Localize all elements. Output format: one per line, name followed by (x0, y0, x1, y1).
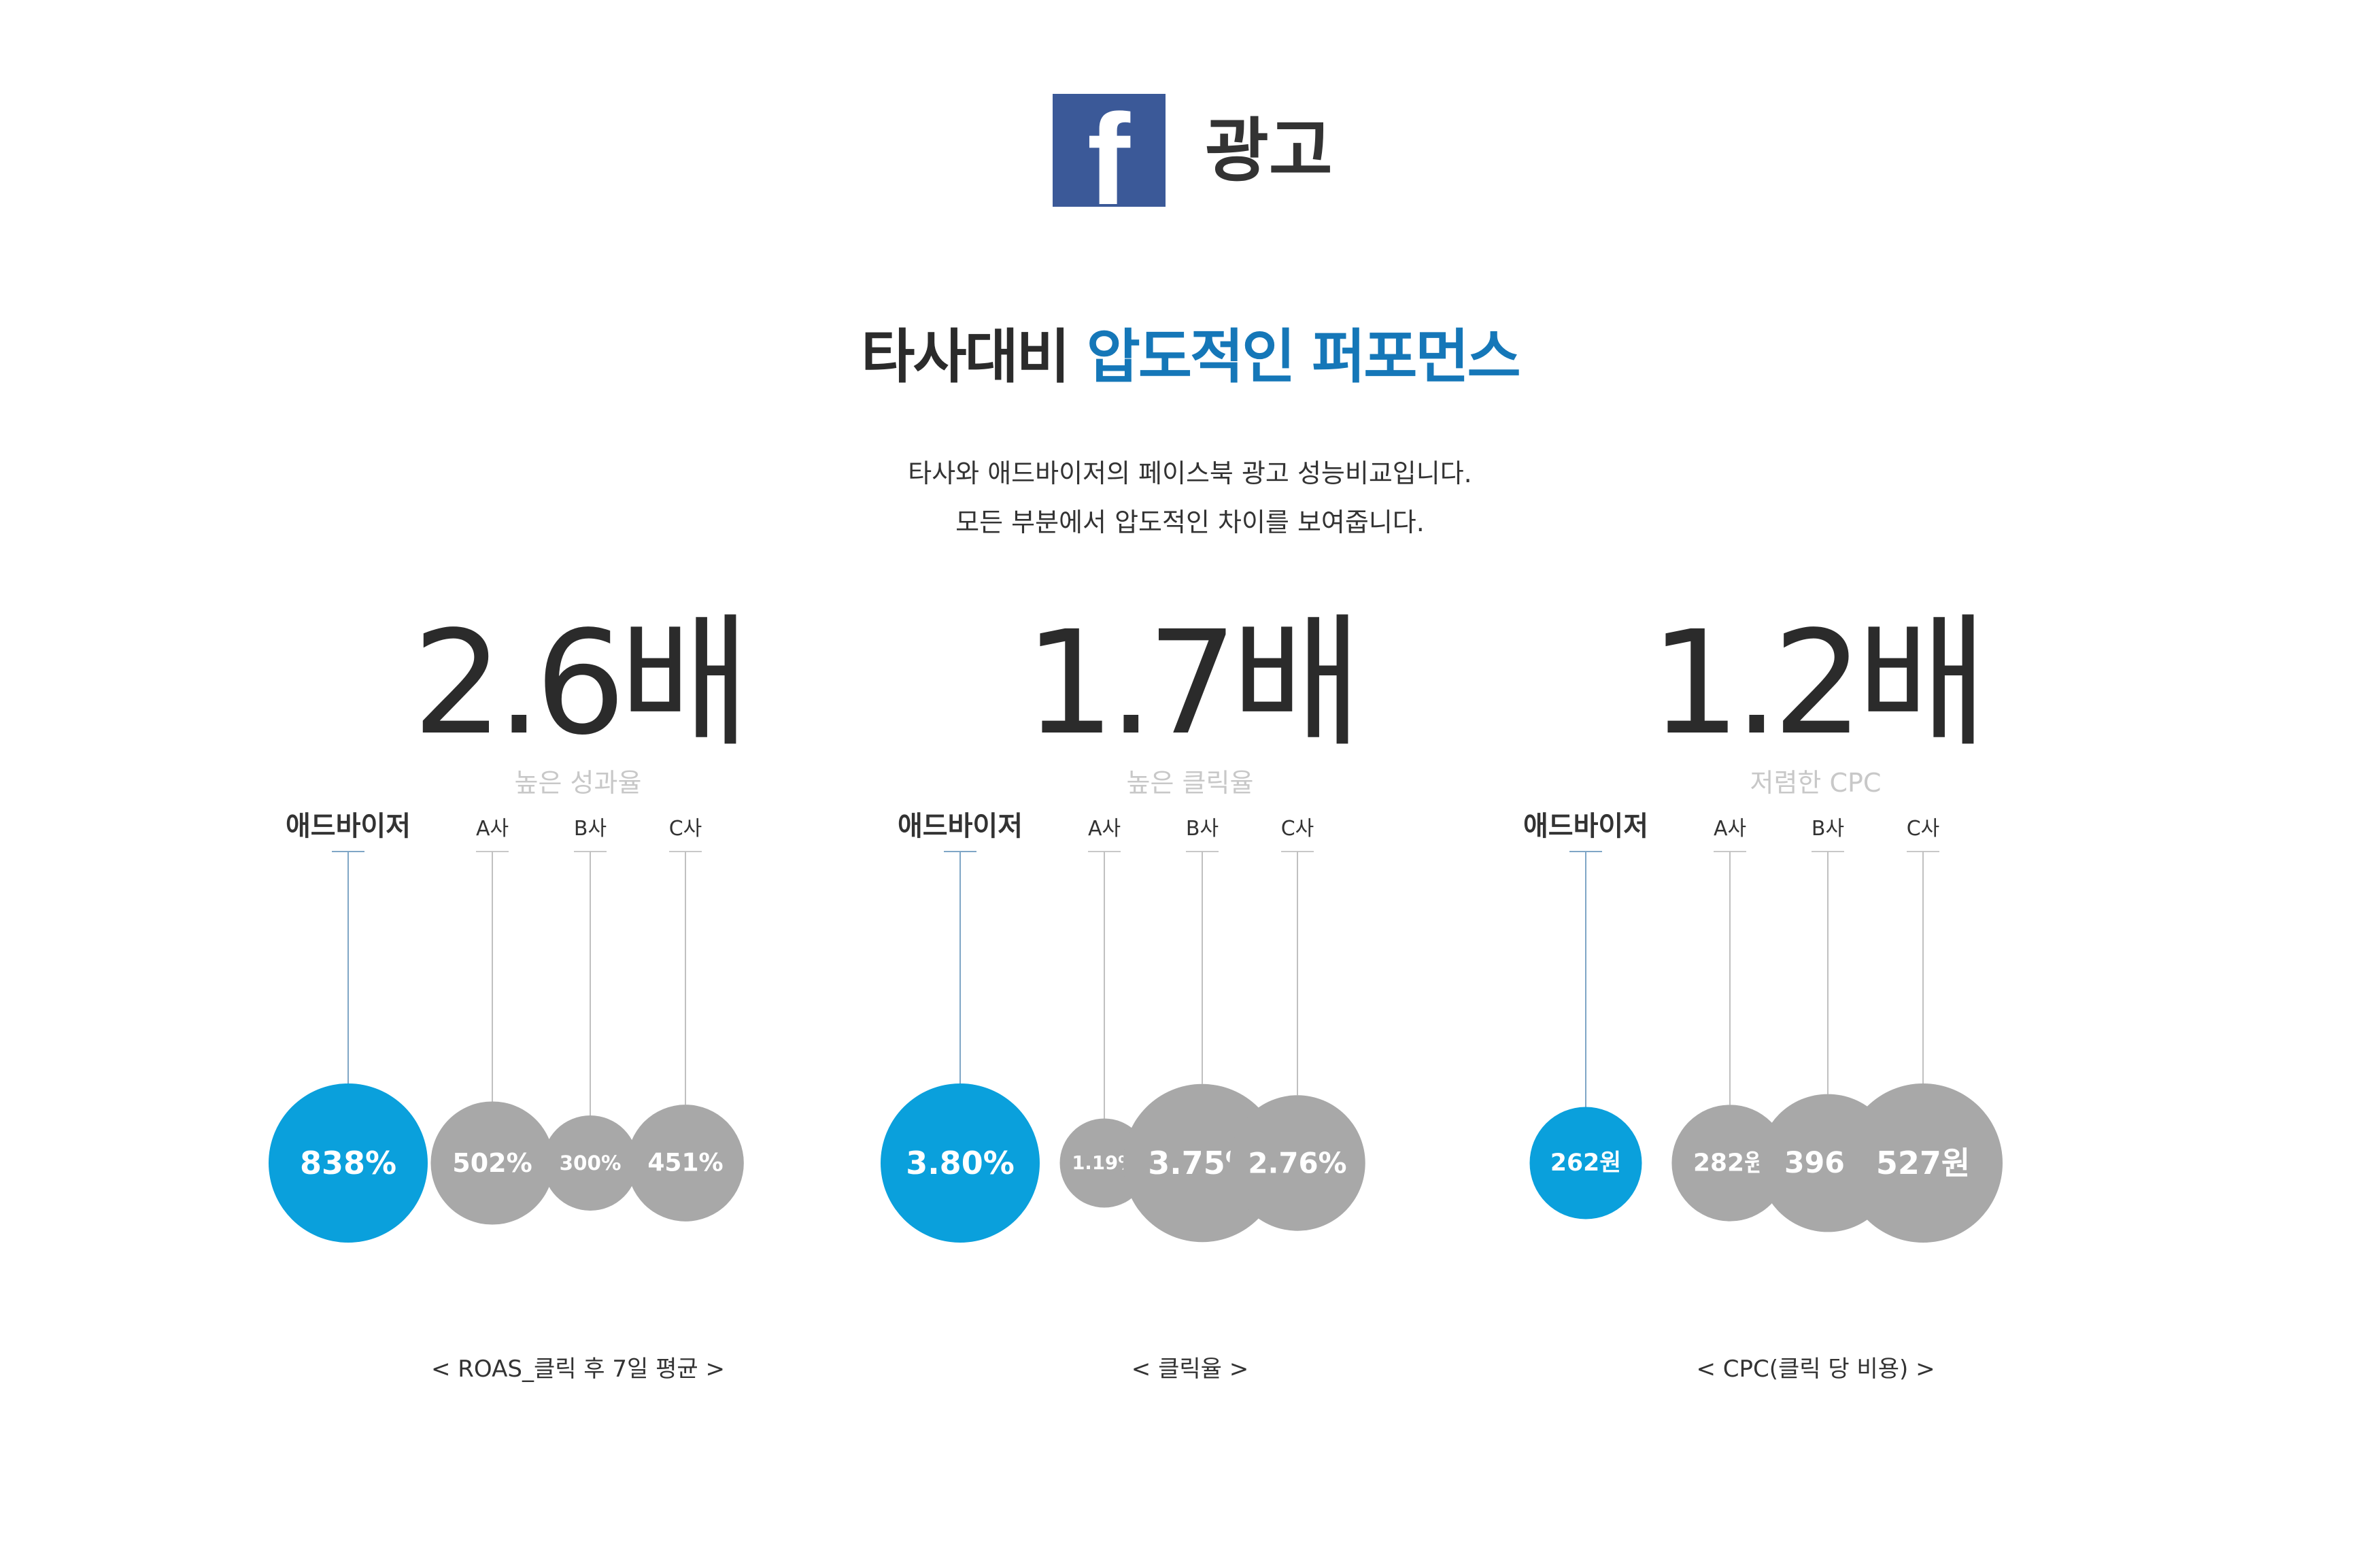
panel-subtitle: 높은 클릭율 (1126, 768, 1254, 798)
category-label: A사 (1088, 817, 1121, 841)
header-title: 광고 (1205, 111, 1333, 192)
chart-caption: < 클릭율 > (1131, 1356, 1249, 1383)
svg-text:f: f (1087, 94, 1131, 207)
data-bubble (1671, 1105, 1788, 1222)
category-label: C사 (669, 817, 702, 841)
data-label: 262원 (1550, 1149, 1621, 1177)
bubble-chart-roas: 애드바이저 838% A사 502% B사 300% C사 451% (269, 811, 744, 1243)
headline-accent: 압도적인 퍼포먼스 (1086, 323, 1521, 391)
data-bubble (881, 1083, 1040, 1243)
chart-caption: < ROAS_클릭 후 7일 평균 > (431, 1356, 725, 1383)
data-label: 2.76% (1248, 1147, 1346, 1180)
headline-dark: 타사대비 (861, 323, 1070, 391)
data-label: 300% (560, 1151, 622, 1175)
chart-caption: < CPC(클릭 당 비용) > (1696, 1356, 1935, 1383)
data-label: 451% (647, 1149, 723, 1177)
data-bubble (1843, 1083, 2003, 1243)
category-label: C사 (1281, 817, 1314, 841)
data-label: 502% (452, 1148, 532, 1178)
category-label: B사 (574, 817, 607, 841)
data-label: 838% (300, 1145, 396, 1181)
category-label: B사 (1186, 817, 1219, 841)
data-label: 3.80% (906, 1145, 1015, 1181)
data-bubble (269, 1083, 428, 1243)
category-label: C사 (1907, 817, 1940, 841)
data-bubble (1529, 1107, 1642, 1219)
description-line-1: 타사와 애드바이저의 페이스북 광고 성능비교입니다. (908, 458, 1472, 488)
description-line-2: 모든 부분에서 압도적인 차이를 보여줍니다. (955, 507, 1425, 537)
headline: 타사대비 압도적인 퍼포먼스 (0, 320, 2380, 394)
panel-roas: 2.6배 높은 성과율 애드바이저 838% A사 502% B사 300% C사 451% … (238, 605, 918, 1394)
data-label: 527원 (1876, 1145, 1970, 1181)
multiplier-value: 1.2배 (1650, 600, 1988, 767)
data-bubble (1229, 1095, 1365, 1231)
panel-cpc: 1.2배 저렴한 CPC 애드바이저 262원 A사 282원 B사 396원 C사 527원… (1476, 605, 2156, 1394)
panel-subtitle: 저렴한 CPC (1750, 768, 1882, 798)
multiplier-value: 2.6배 (412, 600, 750, 767)
category-label: A사 (476, 817, 509, 841)
category-label: A사 (1714, 817, 1746, 841)
panel-ctr: 1.7배 높은 클릭율 애드바이저 3.80% A사 1.19% B사 3.75% C사 2.… (850, 605, 1530, 1394)
multiplier-value: 1.7배 (1024, 600, 1362, 767)
category-label: B사 (1812, 817, 1844, 841)
facebook-logo-icon: f (1053, 94, 1166, 207)
data-label: 282원 (1693, 1149, 1767, 1177)
data-bubble (627, 1105, 744, 1222)
data-bubble (430, 1101, 554, 1225)
category-label: 애드바이저 (1523, 811, 1648, 842)
category-label: 애드바이저 (898, 811, 1023, 842)
data-bubble (542, 1115, 639, 1211)
description: 타사와 애드바이저의 페이스북 광고 성능비교입니다. 모든 부분에서 압도적인… (0, 449, 2380, 547)
panel-subtitle: 높은 성과율 (514, 768, 642, 798)
category-label: 애드바이저 (286, 811, 411, 842)
data-bubble (1123, 1083, 1282, 1243)
header: f 광고 (0, 94, 2380, 209)
